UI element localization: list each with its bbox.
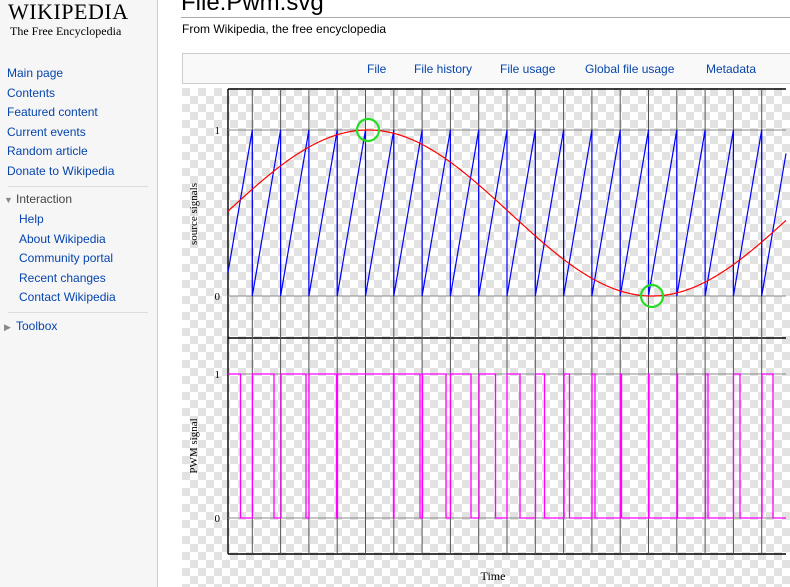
interaction-portal: Help About Wikipedia Community portal Re… [19, 210, 116, 308]
page-title: File:Pwm.svg [181, 0, 324, 16]
sidebar-separator [8, 186, 148, 187]
maximum-marker [355, 117, 381, 143]
sidebar: Wikipedia The Free Encyclopedia Main pag… [0, 0, 157, 587]
content-area: File:Pwm.svg From Wikipedia, the free en… [157, 0, 790, 587]
interaction-heading[interactable]: ▼ Interaction [4, 192, 73, 206]
tab-global-file-usage[interactable]: Global file usage [585, 62, 675, 76]
tab-metadata[interactable]: Metadata [706, 62, 757, 76]
nav-community-portal[interactable]: Community portal [19, 251, 114, 266]
nav-about-wikipedia[interactable]: About Wikipedia [19, 231, 106, 246]
nav-featured-content[interactable]: Featured content [7, 105, 98, 120]
y-tick-label: 0 [215, 513, 221, 525]
nav-recent-changes[interactable]: Recent changes [19, 270, 106, 285]
tab-file-usage[interactable]: File usage [500, 62, 556, 76]
sidebar-separator [8, 312, 148, 313]
top-y-axis-label: source signals [188, 183, 200, 245]
y-tick-label: 0 [215, 291, 221, 303]
sawtooth-series [227, 129, 787, 297]
collapsed-triangle-icon: ▶ [4, 322, 11, 332]
x-axis-label: Time [481, 569, 506, 583]
bottom-y-axis-label: PWM signal [188, 418, 200, 473]
title-divider [181, 17, 790, 18]
nav-current-events[interactable]: Current events [7, 124, 86, 139]
toolbox-heading[interactable]: ▶ Toolbox [4, 319, 58, 333]
sine-series [227, 129, 787, 297]
y-tick-label: 1 [215, 369, 221, 381]
nav-random-article[interactable]: Random article [7, 144, 88, 159]
nav-help[interactable]: Help [19, 212, 44, 226]
nav-donate[interactable]: Donate to Wikipedia [7, 163, 115, 178]
y-tick-label: 1 [215, 125, 221, 137]
logo-tagline: The Free Encyclopedia [10, 24, 122, 38]
minimum-marker [639, 283, 665, 309]
navigation-portal: Main page Contents Featured content Curr… [7, 64, 114, 182]
nav-contents[interactable]: Contents [7, 85, 56, 100]
expanded-triangle-icon: ▼ [4, 195, 13, 205]
page-subtitle: From Wikipedia, the free encyclopedia [182, 22, 387, 36]
nav-main-page[interactable]: Main page [7, 66, 64, 80]
tab-file[interactable]: File [367, 62, 387, 76]
logo-wordmark: Wikipedia [8, 0, 129, 24]
tab-file-history[interactable]: File history [414, 62, 473, 76]
chart-layer: 1 0 1 0 source signals PWM signal Time [188, 88, 787, 583]
pwm-series [228, 373, 786, 519]
nav-contact-wikipedia[interactable]: Contact Wikipedia [19, 290, 116, 305]
file-tabs: File File history File usage Global file… [182, 53, 790, 84]
pwm-figure[interactable]: 1 0 1 0 source signals PWM signal Time [182, 88, 790, 587]
wikipedia-logo[interactable]: Wikipedia The Free Encyclopedia [8, 0, 148, 38]
